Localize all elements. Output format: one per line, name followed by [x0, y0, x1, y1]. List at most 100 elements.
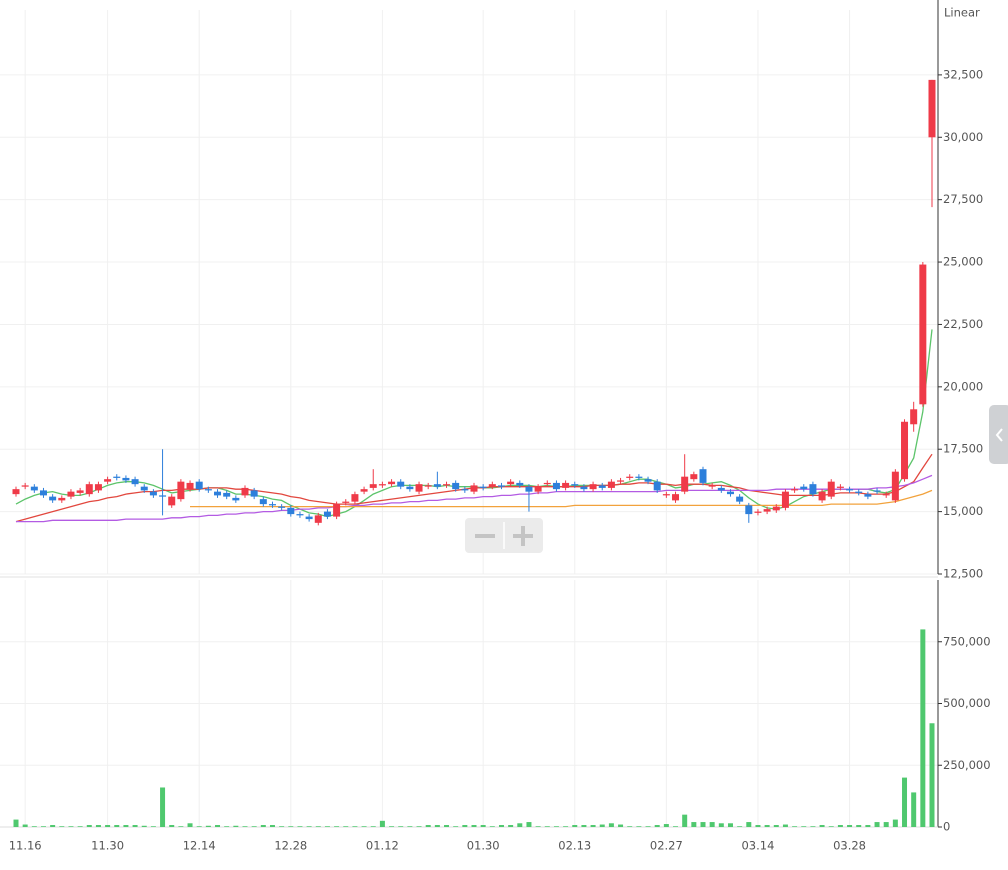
- candle-body: [552, 482, 560, 490]
- candle-body: [232, 497, 240, 501]
- candle-body: [901, 421, 909, 480]
- candle-body: [30, 486, 38, 491]
- zoom-in-stem: [521, 526, 525, 546]
- candle-body: [479, 486, 487, 488]
- candle-body: [113, 476, 121, 478]
- volume-bar: [929, 723, 935, 827]
- y-tick-label: 250,000: [943, 758, 991, 772]
- candle-body: [369, 484, 377, 488]
- volume-bar: [764, 825, 770, 827]
- volume-bar: [709, 822, 715, 827]
- candle-body: [94, 484, 102, 491]
- volume-bar: [86, 825, 92, 827]
- x-tick-label: 02.13: [558, 839, 591, 853]
- candle-body: [406, 486, 414, 490]
- volume-bar: [242, 826, 248, 827]
- zoom-control[interactable]: [465, 518, 543, 553]
- side-tab[interactable]: [989, 405, 1008, 464]
- volume-bar: [526, 822, 532, 827]
- candle-body: [791, 489, 799, 491]
- volume-bar: [370, 826, 376, 827]
- volume-bar: [718, 823, 724, 827]
- volume-bar: [828, 826, 834, 827]
- candle-body: [104, 479, 112, 482]
- candle-body: [49, 496, 57, 501]
- y-tick-label: 32,500: [943, 67, 983, 81]
- candle-body: [415, 484, 423, 492]
- candle-body: [571, 484, 579, 486]
- candle-body: [21, 485, 29, 487]
- candle-body: [525, 486, 533, 492]
- x-tick-label: 01.30: [467, 839, 500, 853]
- candle-body: [617, 480, 625, 482]
- candle-body: [891, 471, 899, 501]
- candle-body: [149, 491, 157, 496]
- y-tick-label: 20,000: [943, 379, 983, 393]
- candle-body: [607, 481, 615, 488]
- volume-bar: [251, 826, 257, 827]
- candle-body: [314, 515, 322, 523]
- volume-bar: [40, 826, 46, 827]
- candle-body: [864, 494, 872, 497]
- volume-bar: [288, 826, 294, 827]
- candle-body: [287, 507, 295, 515]
- candle-body: [873, 490, 881, 492]
- y-tick-label: 0: [943, 820, 950, 834]
- candle-body: [296, 514, 304, 516]
- moving-average: [190, 489, 933, 508]
- volume-bar: [553, 826, 559, 827]
- volume-bar: [379, 820, 385, 827]
- volume-bar: [425, 825, 431, 827]
- volume-bar: [434, 825, 440, 827]
- candle-body: [717, 487, 725, 491]
- candle-body: [76, 490, 84, 493]
- candle-body: [268, 504, 276, 506]
- x-tick-label: 12.14: [183, 839, 216, 853]
- candle-body: [598, 485, 606, 488]
- volume-bar: [123, 825, 129, 827]
- volume-bar: [105, 825, 111, 827]
- volume-bar: [673, 826, 679, 827]
- candle-body: [140, 486, 148, 491]
- scale-mode[interactable]: Linear: [944, 6, 980, 20]
- zoom-out[interactable]: [475, 534, 495, 538]
- volume-bar: [911, 792, 917, 827]
- candle-body: [323, 511, 331, 517]
- volume-bar: [77, 826, 83, 827]
- candle-body: [159, 495, 167, 497]
- volume-bar: [215, 825, 221, 827]
- candle-body: [195, 481, 203, 490]
- volume-bar: [389, 826, 395, 827]
- candle-body: [122, 477, 130, 481]
- volume-bar: [819, 825, 825, 827]
- volume-bar: [837, 825, 843, 827]
- candle-body: [809, 484, 817, 495]
- candle-body: [736, 496, 744, 502]
- volume-bar: [95, 825, 101, 827]
- candle-body: [681, 476, 689, 492]
- candle-body: [259, 499, 267, 505]
- candle-body: [443, 484, 451, 486]
- candle-body: [452, 482, 460, 490]
- volume-bar: [324, 826, 330, 827]
- candle-body: [497, 485, 505, 487]
- volume-bar: [114, 825, 120, 827]
- candle-body: [928, 79, 936, 138]
- volume-bar: [865, 825, 871, 827]
- candle-body: [772, 506, 780, 511]
- candle-body: [378, 484, 386, 486]
- volume-bar: [416, 826, 422, 827]
- volume-bar: [224, 826, 230, 827]
- candle-body: [12, 489, 20, 495]
- volume-bar: [352, 826, 358, 827]
- volume-bar: [517, 823, 523, 827]
- volume-bar: [489, 826, 495, 827]
- volume-bar: [279, 826, 285, 827]
- candle-body: [882, 494, 890, 496]
- volume-bar: [920, 629, 926, 827]
- candle-body: [818, 491, 826, 501]
- volume-bar: [169, 825, 175, 827]
- volume-bar: [682, 814, 688, 827]
- volume-bar: [498, 825, 504, 827]
- volume-bar: [480, 825, 486, 827]
